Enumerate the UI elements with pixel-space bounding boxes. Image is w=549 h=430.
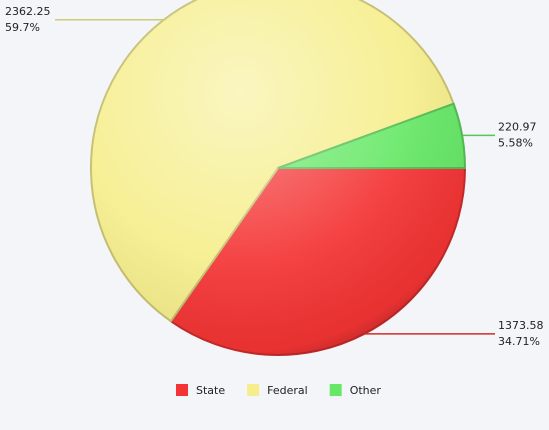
value-label: 2362.25	[5, 5, 51, 18]
legend-label: Other	[350, 384, 382, 397]
percent-label: 34.71%	[498, 335, 540, 348]
percent-label: 59.7%	[5, 21, 40, 34]
legend-label: Federal	[267, 384, 308, 397]
labels: 1373.58 34.71% 2362.25 59.7% 220.97 5.58%	[5, 5, 544, 348]
legend: State Federal Other	[176, 384, 381, 397]
legend-swatch	[247, 384, 260, 396]
percent-label: 5.58%	[498, 136, 533, 149]
legend-label: State	[196, 384, 225, 397]
pie	[90, 0, 467, 356]
value-label: 1373.58	[498, 319, 544, 332]
legend-swatch	[176, 384, 188, 396]
value-label: 220.97	[498, 120, 537, 133]
legend-swatch	[329, 384, 342, 396]
